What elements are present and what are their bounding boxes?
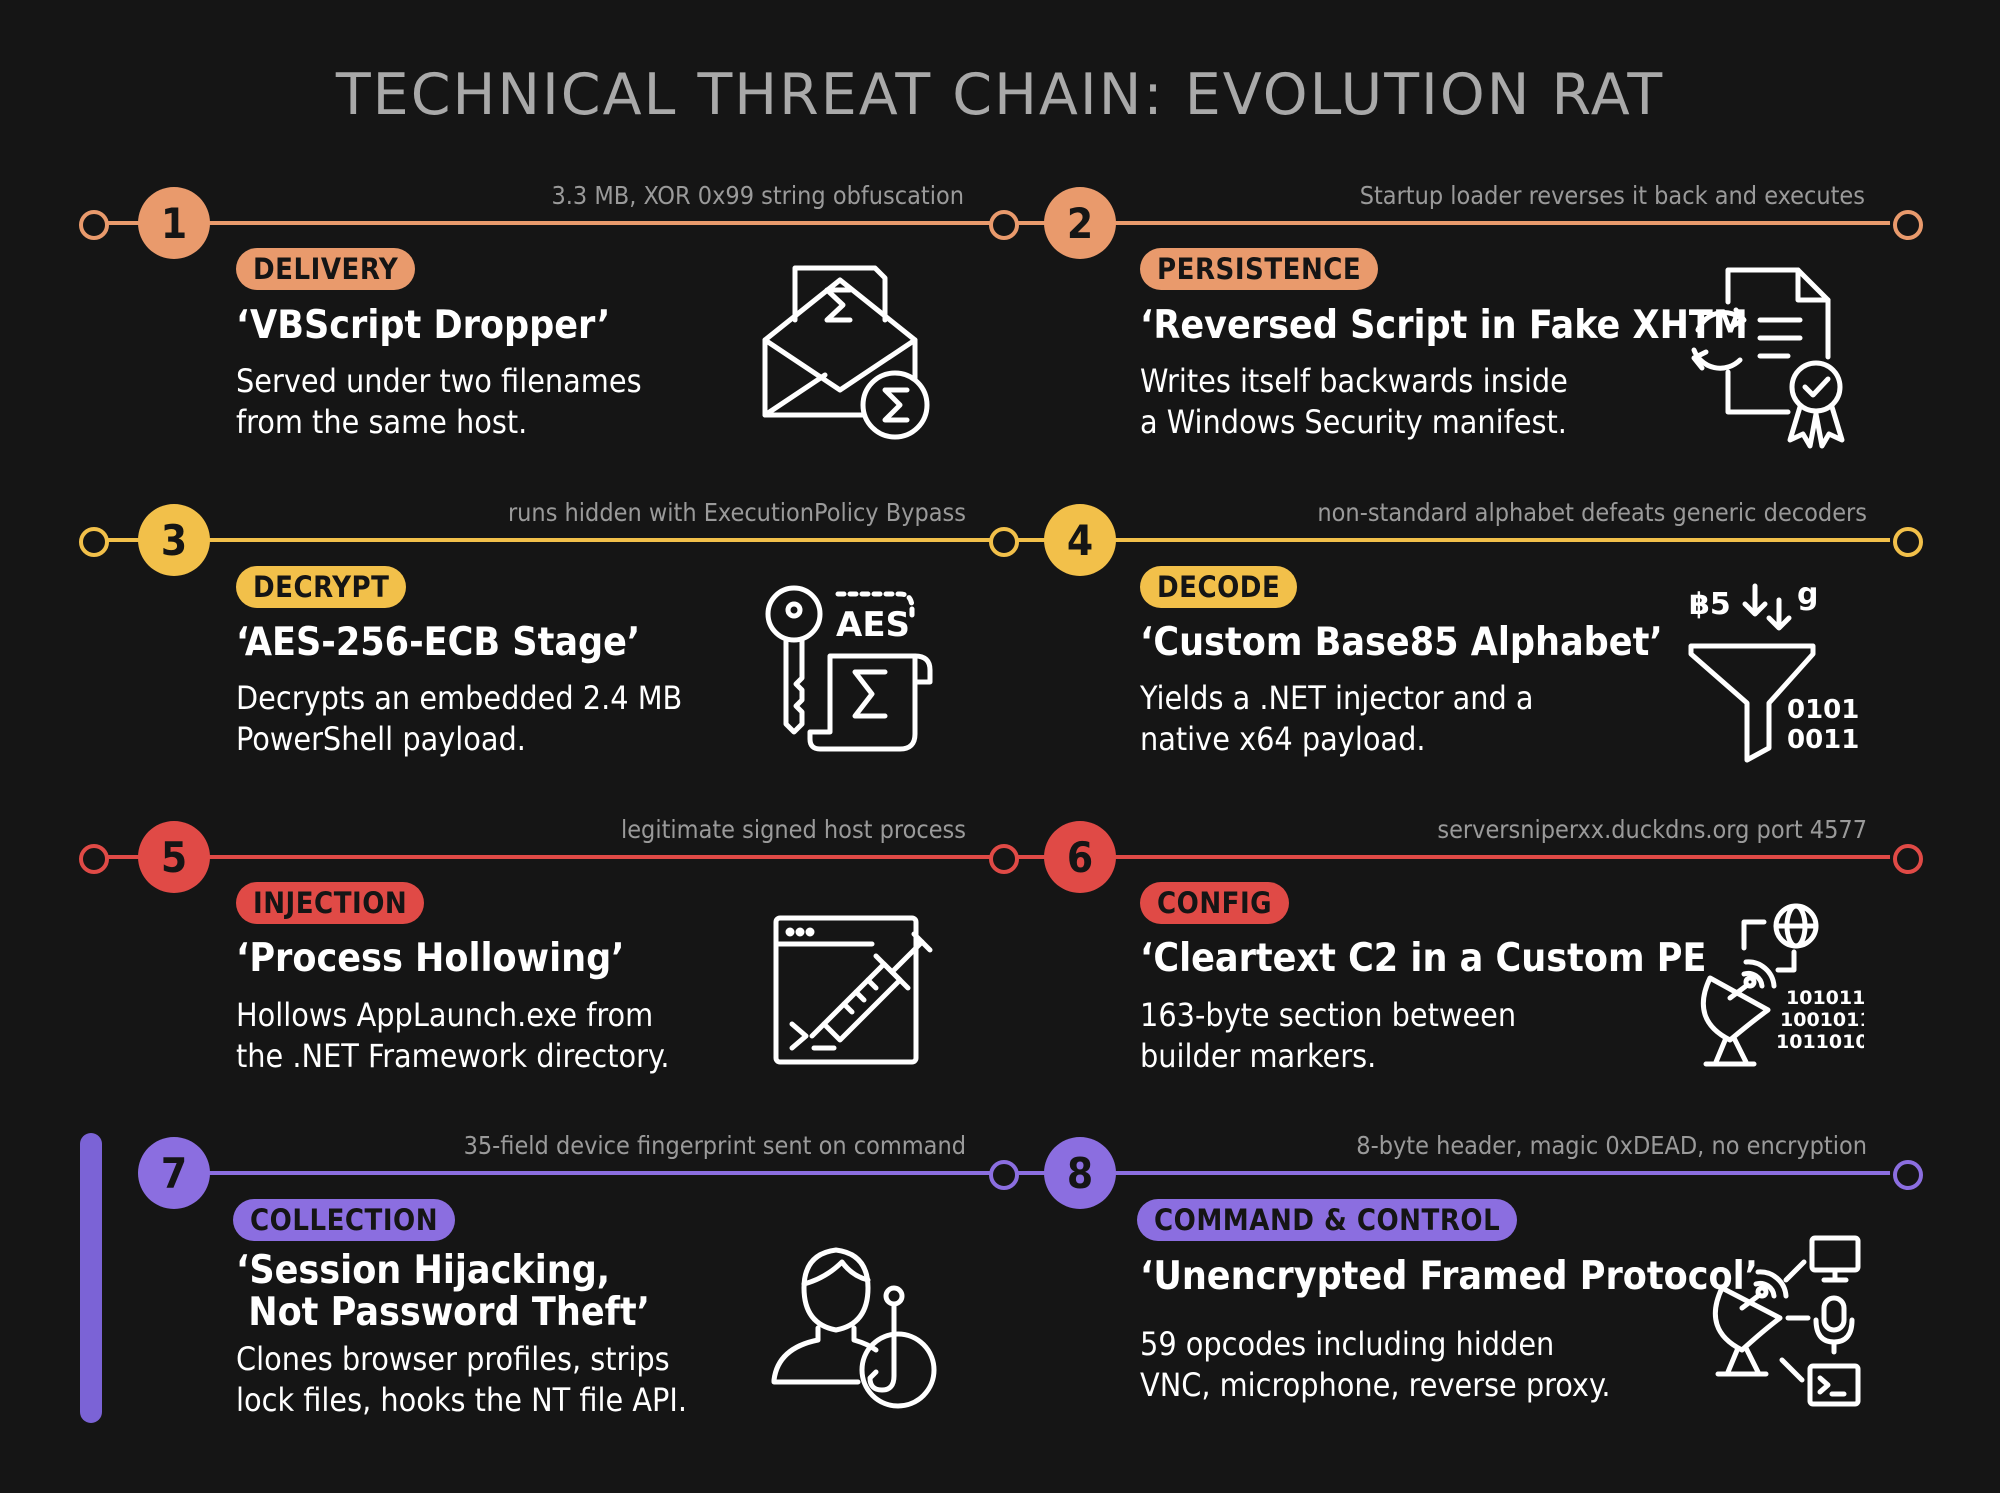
side-accent-bar	[80, 1133, 102, 1423]
svg-text:g: g	[1797, 578, 1818, 612]
step-8-tag: COMMAND & CONTROL	[1137, 1199, 1518, 1241]
certificate-document-icon	[1688, 262, 1858, 452]
step-1-note: 3.3 MB, XOR 0x99 string obfuscation	[551, 181, 964, 210]
step-7-tag: COLLECTION	[233, 1199, 456, 1241]
binary-text: 101011 1001011 1011010	[1776, 987, 1864, 1053]
step-5-note: legitimate signed host process	[620, 815, 966, 844]
step-4-tag: DECODE	[1140, 566, 1298, 608]
step-8-heading: ‘Unencrypted Framed Protocol’	[1140, 1254, 1759, 1299]
step-2-description: Writes itself backwards inside a Windows…	[1140, 362, 1568, 441]
step-number-7: 7	[138, 1137, 210, 1209]
step-6-note: serversniperxx.duckdns.org port 4577	[1437, 815, 1867, 844]
step-4-description: Yields a .NET injector and a native x64 …	[1140, 679, 1534, 758]
svg-text:฿5: ฿5	[1689, 587, 1731, 622]
timeline-track-row-4	[178, 1171, 1890, 1175]
timeline-node	[989, 210, 1019, 240]
step-2-heading: ‘Reversed Script in Fake XHTM	[1140, 303, 1748, 348]
svg-text:101011: 101011	[1786, 987, 1864, 1009]
timeline-node	[989, 1160, 1019, 1190]
step-7-description: Clones browser profiles, strips lock fil…	[236, 1340, 687, 1419]
timeline-node	[1893, 527, 1923, 557]
timeline-node	[989, 844, 1019, 874]
step-5-heading: ‘Process Hollowing’	[236, 936, 625, 981]
envelope-script-icon	[755, 260, 935, 440]
step-number-4: 4	[1044, 504, 1116, 576]
step-number-3: 3	[138, 504, 210, 576]
step-3-heading: ‘AES-256-ECB Stage’	[236, 620, 641, 665]
svg-text:1011010: 1011010	[1776, 1031, 1864, 1053]
step-4-heading: ‘Custom Base85 Alphabet’	[1140, 620, 1663, 665]
step-5-description: Hollows AppLaunch.exe from the .NET Fram…	[236, 996, 670, 1075]
timeline-node	[1893, 844, 1923, 874]
step-7-note: 35-field device fingerprint sent on comm…	[463, 1131, 966, 1160]
user-hook-icon	[768, 1240, 948, 1415]
step-1-heading: ‘VBScript Dropper’	[236, 303, 611, 348]
step-number-1: 1	[138, 187, 210, 259]
step-number-2: 2	[1044, 187, 1116, 259]
terminal-syringe-icon	[772, 900, 942, 1070]
step-1-tag: DELIVERY	[236, 248, 416, 290]
step-number-5: 5	[138, 821, 210, 893]
step-3-description: Decrypts an embedded 2.4 MB PowerShell p…	[236, 679, 683, 758]
step-8-note: 8-byte header, magic 0xDEAD, no encrypti…	[1356, 1131, 1867, 1160]
svg-text:1001011: 1001011	[1780, 1009, 1864, 1031]
aes-label: AES	[836, 605, 910, 645]
satellite-devices-icon	[1700, 1232, 1870, 1412]
step-4-note: non-standard alphabet defeats generic de…	[1317, 498, 1867, 527]
step-5-tag: INJECTION	[236, 882, 425, 924]
step-6-tag: CONFIG	[1140, 882, 1290, 924]
step-number-8: 8	[1044, 1137, 1116, 1209]
step-6-heading: ‘Cleartext C2 in a Custom PE	[1140, 936, 1707, 981]
key-scroll-icon: AES	[760, 584, 940, 759]
svg-text:0011: 0011	[1787, 725, 1859, 755]
timeline-node	[1893, 210, 1923, 240]
timeline-node	[79, 844, 109, 874]
step-3-note: runs hidden with ExecutionPolicy Bypass	[507, 498, 966, 527]
step-3-tag: DECRYPT	[236, 566, 407, 608]
funnel-binary-icon: ฿5 g 0101 0011	[1685, 578, 1865, 768]
timeline-node	[1893, 1160, 1923, 1190]
timeline-node	[989, 527, 1019, 557]
step-6-description: 163-byte section between builder markers…	[1140, 996, 1517, 1075]
step-2-tag: PERSISTENCE	[1140, 248, 1379, 290]
step-2-note: Startup loader reverses it back and exec…	[1359, 181, 1865, 210]
step-1-description: Served under two filenames from the same…	[236, 362, 642, 441]
satellite-globe-icon: 101011 1001011 1011010	[1684, 900, 1864, 1075]
step-7-heading: ‘Session Hijacking, Not Password Theft’	[236, 1248, 651, 1335]
timeline-node	[79, 527, 109, 557]
step-number-6: 6	[1044, 821, 1116, 893]
page-title: TECHNICAL THREAT CHAIN: EVOLUTION RAT	[335, 62, 1665, 128]
svg-text:0101: 0101	[1787, 695, 1859, 725]
step-8-description: 59 opcodes including hidden VNC, microph…	[1140, 1325, 1611, 1404]
timeline-node	[79, 210, 109, 240]
